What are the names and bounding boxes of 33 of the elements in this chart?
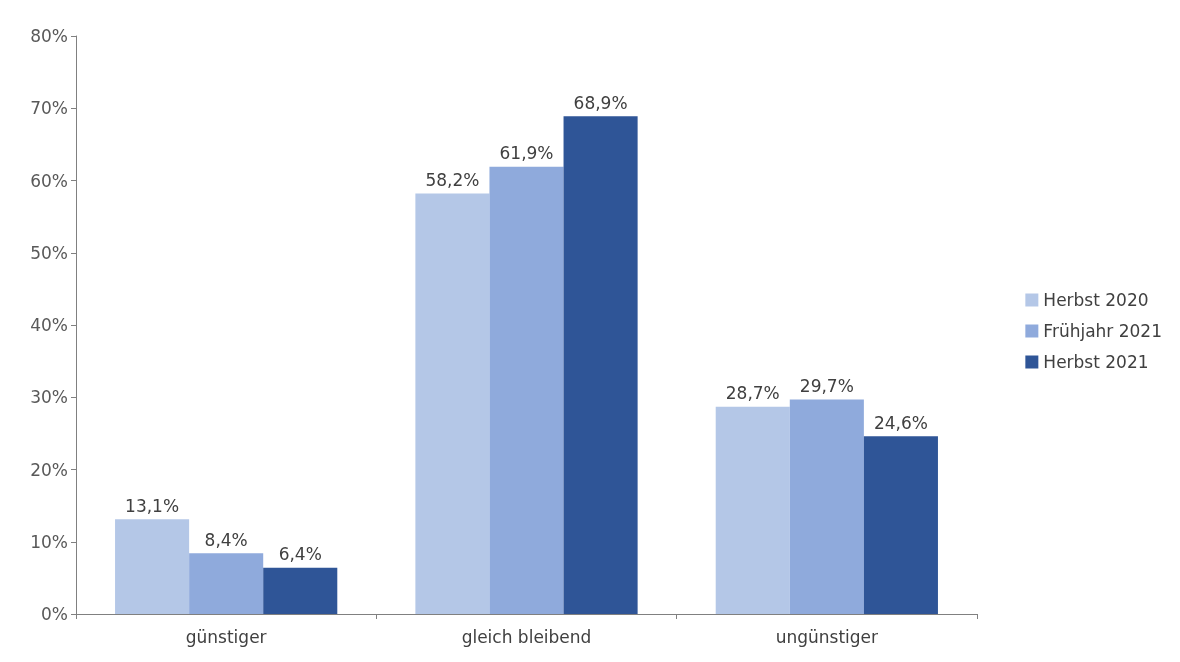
y-tick-label: 70% [30,98,68,119]
y-tick-label: 80% [30,26,68,46]
data-label: 8,4% [204,529,248,550]
bar [189,553,264,614]
data-label: 13,1% [125,495,180,516]
data-label: 6,4% [278,544,322,565]
bar [563,116,638,614]
data-label: 29,7% [799,375,854,396]
data-label: 61,9% [499,143,554,164]
legend-label: Herbst 2021 [1043,352,1149,372]
x-tick-label: ungünstiger [775,626,879,647]
y-tick-label: 60% [30,170,68,191]
y-tick-label: 10% [30,531,68,552]
y-tick-label: 0% [41,604,68,624]
data-label: 24,6% [873,412,928,433]
data-label: 58,2% [425,170,480,191]
bar [789,399,864,614]
y-tick-label: 50% [30,242,68,263]
x-tick-label: günstiger [185,626,267,647]
x-tick-label: gleich bleibend [461,626,592,647]
y-tick-label: 40% [30,315,68,335]
legend-label: Frühjahr 2021 [1043,321,1162,341]
bar [115,519,190,614]
bar [715,406,790,614]
data-label: 28,7% [725,383,780,404]
bar [863,436,938,614]
y-tick-label: 20% [30,459,68,480]
bar [489,166,564,614]
legend-label: Herbst 2020 [1043,290,1149,310]
data-label: 68,9% [573,92,628,113]
bar [415,193,490,614]
y-tick-label: 30% [30,387,68,408]
bar [263,567,338,614]
